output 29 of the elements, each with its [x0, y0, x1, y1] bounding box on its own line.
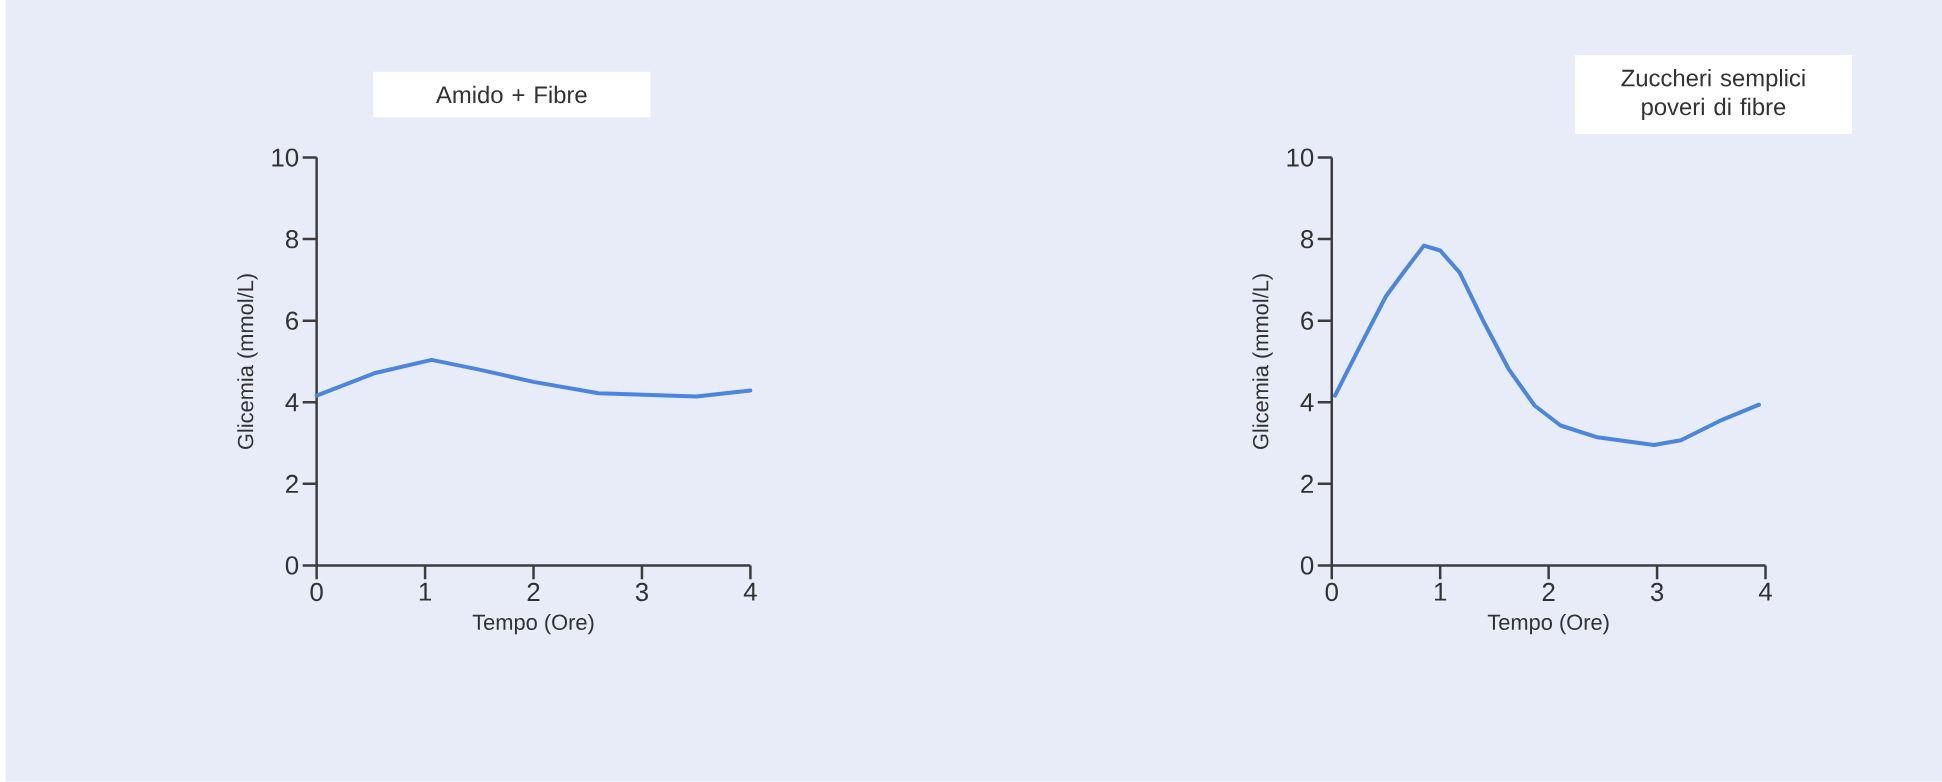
- y-tick-label: 4: [285, 393, 299, 412]
- x-tick-label: 4: [743, 582, 757, 601]
- x-tick-label: 0: [310, 582, 323, 602]
- x-tick-label: 2: [1542, 582, 1555, 601]
- x-tick-label: 4: [1758, 582, 1772, 601]
- y-tick-label: 2: [286, 474, 298, 493]
- y-tick-label: 10: [272, 148, 299, 167]
- x-tick-label: 0: [1325, 582, 1338, 602]
- y-tick-label: 0: [1300, 556, 1314, 575]
- y-axis-title: Glicemia (mmol/L): [237, 274, 258, 450]
- x-tick-label: 3: [635, 582, 649, 602]
- x-tick-label: 3: [1650, 582, 1664, 602]
- x-tick-label: 2: [527, 582, 540, 601]
- x-axis-title: Tempo (Ore): [1487, 614, 1609, 635]
- y-tick-label: 10: [1287, 148, 1314, 167]
- y-tick-label: 6: [1301, 311, 1314, 330]
- y-tick-label: 4: [1300, 393, 1314, 412]
- x-axis-title: Tempo (Ore): [472, 614, 594, 635]
- y-tick-label: 6: [286, 311, 299, 330]
- chart-title: Zuccheri semplici poveri di fibre: [1621, 69, 1805, 121]
- y-tick-label: 0: [285, 556, 299, 575]
- y-axis-title: Glicemia (mmol/L): [1252, 274, 1273, 450]
- y-tick-label: 8: [1301, 230, 1314, 249]
- x-tick-label: 1: [1434, 582, 1447, 601]
- x-tick-label: 1: [419, 582, 431, 601]
- line-series: [1333, 243, 1762, 448]
- y-tick-label: 2: [1301, 474, 1313, 493]
- chart-title: Amido + Fibre: [436, 85, 587, 104]
- y-tick-label: 8: [285, 230, 299, 249]
